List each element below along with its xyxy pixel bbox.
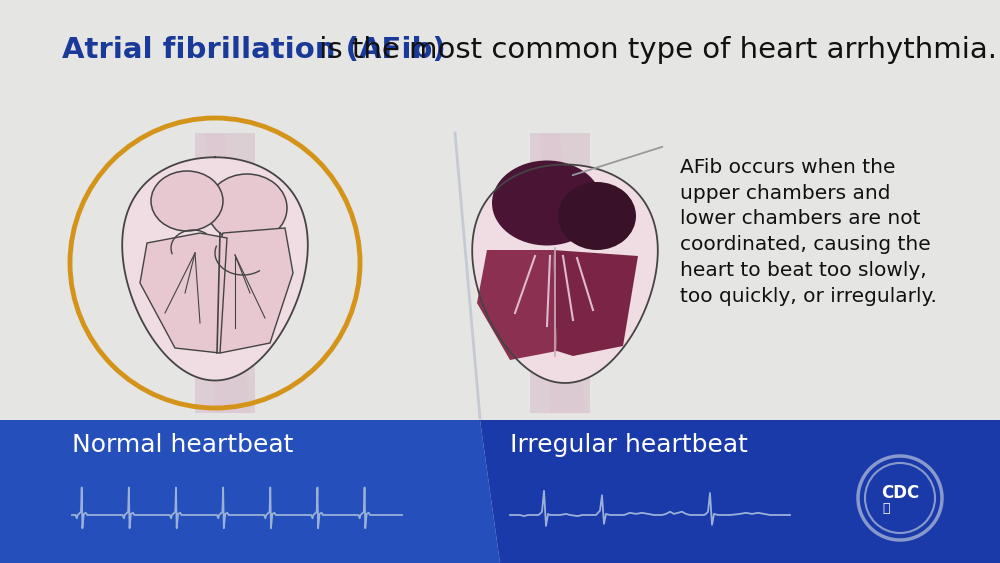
Text: Irregular heartbeat: Irregular heartbeat — [510, 433, 748, 457]
Text: CDC: CDC — [881, 484, 919, 502]
Polygon shape — [540, 133, 585, 413]
Polygon shape — [205, 133, 250, 413]
Text: 🦅: 🦅 — [882, 502, 890, 515]
Text: Normal heartbeat: Normal heartbeat — [72, 433, 293, 457]
Polygon shape — [472, 164, 658, 383]
Polygon shape — [0, 420, 500, 563]
Polygon shape — [230, 133, 255, 413]
Ellipse shape — [492, 160, 602, 245]
Ellipse shape — [558, 182, 636, 250]
Text: is the most common type of heart arrhythmia.: is the most common type of heart arrhyth… — [310, 36, 997, 64]
Polygon shape — [565, 133, 590, 413]
Polygon shape — [122, 157, 308, 381]
Polygon shape — [553, 250, 638, 356]
Circle shape — [858, 456, 942, 540]
Ellipse shape — [207, 174, 287, 242]
Polygon shape — [477, 250, 557, 360]
Ellipse shape — [151, 171, 223, 231]
Polygon shape — [140, 233, 227, 353]
Polygon shape — [480, 420, 1000, 563]
Polygon shape — [530, 133, 565, 413]
Text: AFib occurs when the
upper chambers and
lower chambers are not
coordinated, caus: AFib occurs when the upper chambers and … — [680, 158, 937, 306]
Text: Atrial fibrillation (AFib): Atrial fibrillation (AFib) — [62, 36, 446, 64]
Polygon shape — [205, 228, 293, 353]
Polygon shape — [195, 133, 230, 413]
